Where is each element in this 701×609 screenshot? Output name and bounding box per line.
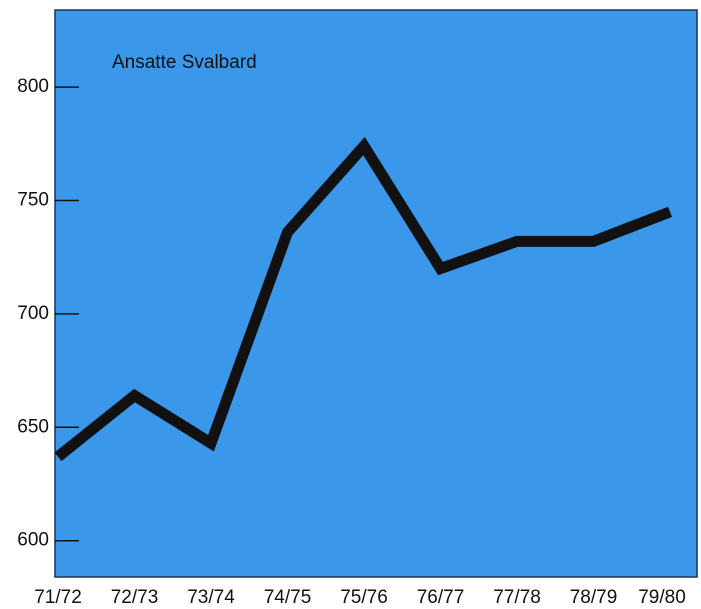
- y-tick-label: 650: [17, 416, 49, 437]
- chart-title: Ansatte Svalbard: [112, 52, 257, 73]
- y-tick-label: 800: [17, 76, 49, 97]
- x-tick-label: 75/76: [340, 587, 388, 608]
- x-tick-label: 77/78: [493, 587, 541, 608]
- x-tick-label: 73/74: [187, 587, 235, 608]
- x-tick-label: 78/79: [570, 587, 618, 608]
- x-tick-label: 79/80: [638, 587, 686, 608]
- y-tick-label: 600: [17, 530, 49, 551]
- line: [55, 136, 672, 462]
- plot-area: [54, 9, 698, 578]
- x-tick-label: 74/75: [264, 587, 312, 608]
- y-tick-label: 700: [17, 303, 49, 324]
- y-tick-label: 750: [17, 190, 49, 211]
- x-tick-label: 76/77: [417, 587, 465, 608]
- x-tick-label: 72/73: [111, 587, 159, 608]
- x-tick-label: 71/72: [34, 587, 82, 608]
